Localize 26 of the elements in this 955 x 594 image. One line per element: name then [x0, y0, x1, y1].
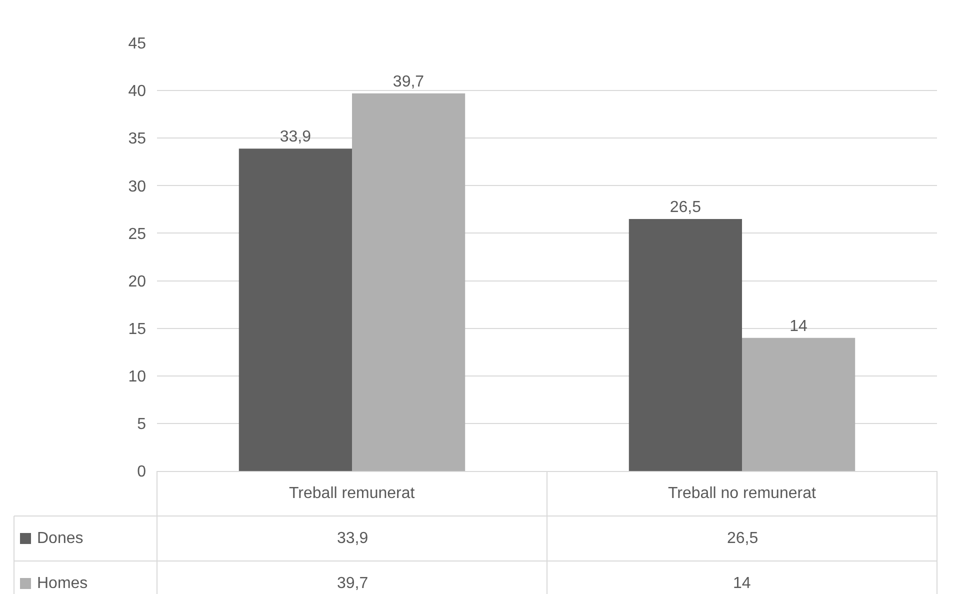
y-tick-label: 45: [128, 36, 146, 53]
bar: [352, 93, 466, 471]
data-label: 14: [733, 575, 751, 592]
text: 39,7: [392, 73, 424, 90]
y-tick-label: 0: [137, 464, 146, 481]
bar: [238, 148, 352, 471]
bar: [628, 218, 742, 471]
x-tick-label: Treball no remunerat: [668, 485, 816, 502]
data-label: 33,9: [337, 530, 368, 547]
legend-label: Dones: [37, 530, 84, 547]
y-tick-label: 5: [137, 416, 146, 434]
y-tick-label: 15: [128, 320, 146, 338]
y-tick-label: 25: [128, 226, 146, 243]
y-tick-label: 10: [128, 368, 146, 386]
text: 26,5: [670, 198, 701, 216]
text: 14: [790, 318, 808, 335]
data-label: 26,5: [727, 530, 758, 547]
y-tick-label: 20: [128, 273, 146, 290]
bar: [742, 338, 856, 471]
text: 33,9: [280, 128, 311, 146]
y-tick-label: 30: [128, 178, 146, 196]
y-tick-label: 40: [128, 83, 146, 100]
x-tick-label: Treball remunerat: [289, 485, 416, 502]
data-label: 39,7: [337, 575, 368, 592]
legend-label: Homes: [37, 575, 88, 592]
y-tick-label: 35: [128, 130, 146, 148]
